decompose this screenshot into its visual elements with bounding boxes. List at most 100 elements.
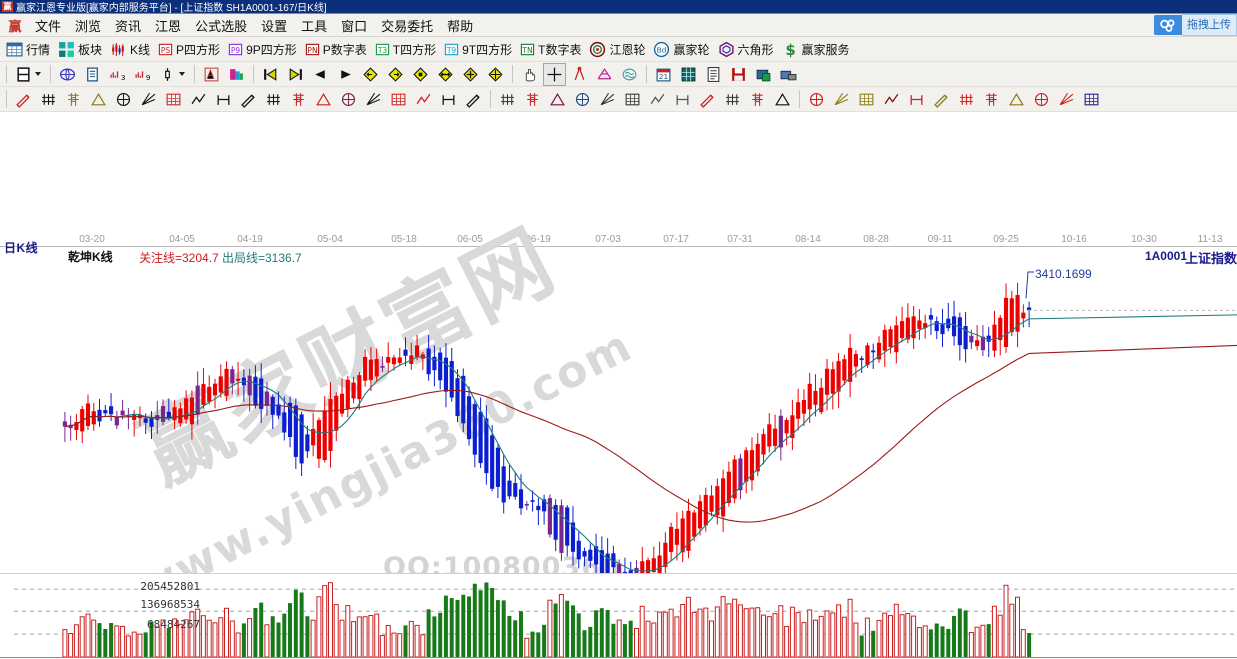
period-selector[interactable]	[12, 63, 45, 86]
tool-ruler[interactable]	[721, 88, 744, 111]
zoom-right-button[interactable]	[384, 63, 407, 86]
tool-table-tool[interactable]	[496, 88, 519, 111]
menu-formula-screen[interactable]: 公式选股	[195, 18, 248, 34]
tool-wave-mark[interactable]	[362, 88, 385, 111]
tool-slash-fan[interactable]	[955, 88, 978, 111]
cloud-upload-widget[interactable]: 拖拽上传	[1154, 14, 1237, 36]
menu-window[interactable]: 窗口	[341, 18, 368, 34]
export-button[interactable]	[777, 63, 800, 86]
toolbar-9t-square[interactable]: T9 9T四方形	[441, 38, 515, 61]
tool-grid-lines[interactable]	[37, 88, 60, 111]
toolbar-p-number-table[interactable]: PN P数字表	[302, 38, 370, 61]
zoom-left-button[interactable]	[359, 63, 382, 86]
crosshair-button[interactable]	[543, 62, 566, 86]
toolbar-quotes[interactable]: 行情	[3, 38, 53, 61]
report-button[interactable]	[702, 63, 725, 86]
tool-measure[interactable]	[462, 88, 485, 111]
toolbar-winner-wheel[interactable]: Bd 赢家轮	[650, 38, 712, 61]
zoom-out-button[interactable]	[434, 63, 457, 86]
tool-cross-fan[interactable]	[905, 88, 928, 111]
tool-ying[interactable]	[412, 88, 435, 111]
tool-angle-line[interactable]	[596, 88, 619, 111]
menu-help[interactable]: 帮助	[447, 18, 474, 34]
first-page-button[interactable]	[259, 63, 282, 86]
baidu-cloud-icon[interactable]	[1154, 15, 1182, 35]
tool-grid-box2[interactable]	[671, 88, 694, 111]
tool-fork-lines[interactable]	[212, 88, 235, 111]
tool-box-grid[interactable]	[337, 88, 360, 111]
network-button[interactable]	[56, 63, 79, 86]
datasheet-button[interactable]	[677, 63, 700, 86]
menu-trade-order[interactable]: 交易委托	[381, 18, 434, 34]
candlestick-plot[interactable]	[0, 112, 1237, 573]
toolbar-9p-square[interactable]: P9 9P四方形	[225, 38, 300, 61]
tool-gold-circle[interactable]	[830, 88, 853, 111]
brain-button[interactable]	[618, 63, 641, 86]
zoom-in-button[interactable]	[409, 63, 432, 86]
tool-circle-fan[interactable]	[546, 88, 569, 111]
tool-target-circle[interactable]	[287, 88, 310, 111]
toolbar-winner-service[interactable]: $ 赢家服务	[779, 38, 853, 61]
tool-gold-slash[interactable]	[1005, 88, 1028, 111]
toolbar-kline[interactable]: K线	[107, 38, 153, 61]
menu-settings[interactable]: 设置	[261, 18, 288, 34]
tool-valley-line[interactable]	[621, 88, 644, 111]
last-page-button[interactable]	[284, 63, 307, 86]
menu-news[interactable]: 资讯	[115, 18, 142, 34]
tool-wave-fan[interactable]	[1080, 88, 1103, 111]
expand-button[interactable]	[484, 63, 507, 86]
tool-pen-draw[interactable]	[12, 88, 35, 111]
chevron-down-icon[interactable]	[35, 72, 41, 76]
tool-n2-square[interactable]	[237, 88, 260, 111]
compass-draw-button[interactable]	[568, 63, 591, 86]
tool-circle-grid[interactable]	[187, 88, 210, 111]
tool-gold-grid-2[interactable]	[87, 88, 110, 111]
tool-torch[interactable]	[880, 88, 903, 111]
tool-fan-red[interactable]	[521, 88, 544, 111]
tool-gold-fan[interactable]	[855, 88, 878, 111]
ma3-button[interactable]: 3	[106, 63, 129, 86]
ma9-button[interactable]: 9	[131, 63, 154, 86]
chevron-down-icon[interactable]	[179, 72, 185, 76]
clipboard-button[interactable]	[81, 63, 104, 86]
chart-area[interactable]: 03-20 04-05 04-19 05-04 05-18 06-05 06-19 07-03…	[0, 112, 1237, 573]
cloud-upload-label[interactable]: 拖拽上传	[1182, 14, 1237, 36]
tool-percent-grid[interactable]	[112, 88, 135, 111]
hand-pan-button[interactable]	[518, 63, 541, 86]
tool-square-fan[interactable]	[571, 88, 594, 111]
next-page-button[interactable]	[334, 63, 357, 86]
tool-shen[interactable]	[387, 88, 410, 111]
tool-red-fan[interactable]	[805, 88, 828, 111]
tool-spiral[interactable]	[137, 88, 160, 111]
toolbar-sector[interactable]: 板块	[55, 38, 105, 61]
fan-tool-button[interactable]	[593, 63, 616, 86]
tool-red-stack[interactable]	[1055, 88, 1078, 111]
calendar-button[interactable]: 21	[652, 63, 675, 86]
prev-page-button[interactable]	[309, 63, 332, 86]
menu-file[interactable]: 文件	[35, 18, 62, 34]
toolbar-gann-wheel[interactable]: 江恩轮	[586, 38, 648, 61]
tool-pen-arrow[interactable]	[162, 88, 185, 111]
volume-pane[interactable]: 205452801 136968534 68484267	[0, 573, 1237, 659]
tool-zigzag[interactable]	[696, 88, 719, 111]
tool-gold-bar[interactable]	[930, 88, 953, 111]
tool-f-fan[interactable]	[980, 88, 1003, 111]
tool-andrews-pitchfork[interactable]	[262, 88, 285, 111]
menu-tools[interactable]: 工具	[301, 18, 328, 34]
tool-stack-fan[interactable]	[1030, 88, 1053, 111]
tool-percent-fan[interactable]	[746, 88, 769, 111]
move-button[interactable]	[459, 63, 482, 86]
toolbar-t-square[interactable]: T3 T四方形	[372, 38, 439, 61]
menu-gann[interactable]: 江恩	[155, 18, 182, 34]
save-button[interactable]	[727, 63, 750, 86]
tool-starburst[interactable]	[312, 88, 335, 111]
tool-ladder-grid[interactable]	[437, 88, 460, 111]
tool-percent[interactable]	[771, 88, 794, 111]
toolbar-hexagon[interactable]: 六角形	[715, 38, 777, 61]
single-candle-button[interactable]	[156, 63, 189, 86]
print-multi-button[interactable]	[752, 63, 775, 86]
tool-gold-grid-1[interactable]	[62, 88, 85, 111]
tool-grid-box[interactable]	[646, 88, 669, 111]
formula-edit-button[interactable]	[200, 63, 223, 86]
color-chart-button[interactable]	[225, 63, 248, 86]
